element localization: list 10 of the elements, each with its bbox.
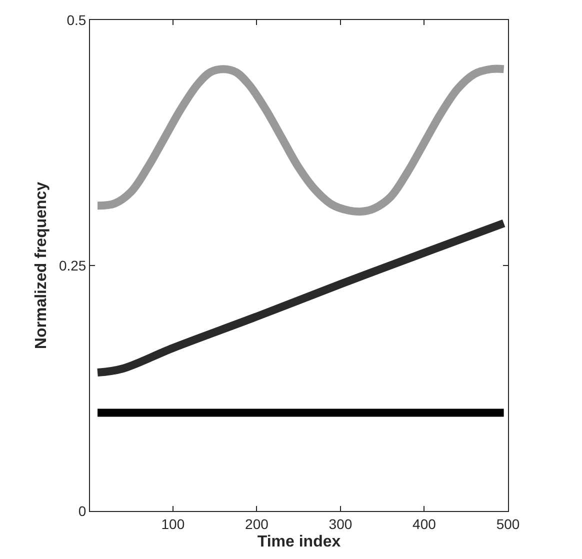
x-tick-label: 400 [412, 516, 436, 532]
x-tick-label: 100 [161, 516, 185, 532]
x-axis-title: Time index [257, 534, 341, 550]
y-tick-label: 0.25 [58, 257, 86, 274]
x-tick-label: 500 [496, 516, 520, 532]
y-tick-label: 0 [78, 502, 86, 519]
y-tick-label: 0.5 [66, 12, 86, 28]
y-axis-title: Normalized frequency [32, 182, 50, 350]
x-tick-label: 200 [245, 516, 269, 532]
x-tick-label: 300 [328, 516, 352, 532]
